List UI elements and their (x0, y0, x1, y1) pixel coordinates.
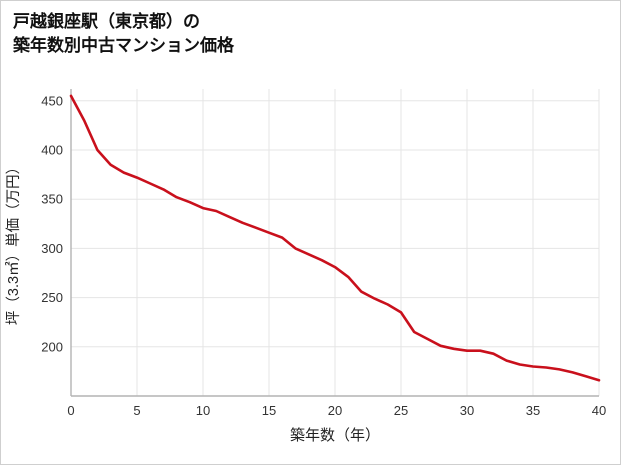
chart-title-line2: 築年数別中古マンション価格 (13, 35, 234, 55)
chart-canvas: 200 250 300 350 400 450 0 5 10 15 20 25 30 35 40 築年数（年）… (5, 89, 606, 444)
chart-title-line1: 戸越銀座駅（東京都）の (13, 12, 200, 31)
chart-title: 戸越銀座駅（東京都）の 築年数別中古マンション価格 (13, 10, 234, 58)
y-tick-label: 450 (41, 93, 63, 108)
price-line-series (69, 94, 601, 382)
line-chart: 200 250 300 350 400 450 0 5 10 15 20 25 30 35 40 築年数（年）… (1, 79, 620, 464)
y-tick-label: 350 (41, 192, 63, 207)
y-axis-label: 坪（3.3㎡）単価（万円） (5, 160, 22, 325)
y-tick-label: 250 (41, 290, 63, 305)
x-tick-label: 40 (592, 403, 606, 418)
y-tick-label: 200 (41, 339, 63, 354)
x-axis-label: 築年数（年） (290, 426, 380, 444)
x-tick-label: 0 (67, 403, 74, 418)
y-tick-label: 300 (41, 241, 63, 256)
x-tick-label: 30 (460, 403, 474, 418)
x-tick-label: 10 (196, 403, 210, 418)
y-tick-label: 400 (41, 143, 63, 158)
x-tick-label: 15 (262, 403, 276, 418)
x-tick-label: 20 (328, 403, 342, 418)
x-tick-label: 25 (394, 403, 408, 418)
x-tick-label: 5 (133, 403, 140, 418)
x-tick-label: 35 (526, 403, 540, 418)
